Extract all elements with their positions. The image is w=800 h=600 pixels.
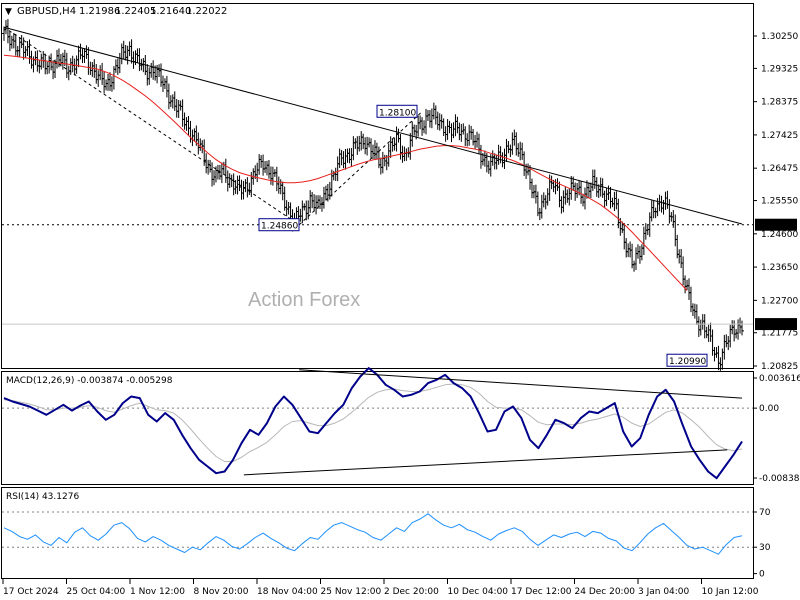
- close-value: 1.22022: [186, 6, 227, 17]
- x-tick-label: 2 Dec 20:00: [384, 587, 439, 597]
- x-tick-label: 1 Nov 12:00: [130, 587, 185, 597]
- y-tick-label: 1.24600: [761, 230, 798, 240]
- price-annotations: [2, 26, 753, 325]
- price-axis: 1.30250 1.29325 1.28375 1.27425 1.26475 1.255…: [753, 32, 798, 372]
- open-value: 1.21986: [79, 6, 120, 17]
- x-tick-label: 3 Jan 04:00: [638, 587, 690, 597]
- pane-frames: [1, 3, 754, 579]
- price-axis-tag: [755, 318, 797, 331]
- level-label-box: [376, 104, 418, 118]
- ma-line: [3, 54, 688, 291]
- rsi-tick-label: 70: [759, 508, 771, 518]
- descending-trendline: [3, 26, 743, 225]
- rsi-pane: 70 30 0: [2, 508, 771, 580]
- price-bars: [2, 19, 744, 371]
- rsi-line: [3, 513, 743, 555]
- watermark: Action Forex: [248, 289, 360, 311]
- x-tick-label: 18 Nov 04:00: [257, 587, 318, 597]
- x-tick-label: 24 Dec 20:00: [575, 587, 636, 597]
- price-labels: 1.28100 1.24860 1.20990 1.24860 1.22022: [258, 104, 797, 367]
- price-axis-tag: [755, 218, 797, 231]
- macd-trendline: [243, 449, 728, 476]
- y-tick-label: 1.22700: [761, 296, 798, 306]
- chart-header: ▼ GBPUSD,H4 1.21986 1.22405 1.21640 1.22…: [5, 6, 227, 17]
- macd-main-line: [3, 367, 743, 480]
- price-axis-tag-text: 1.24860: [759, 222, 796, 232]
- y-tick-label: 1.25550: [761, 197, 798, 207]
- rsi-title: RSI(14) 43.1276: [6, 492, 79, 502]
- dashed-trendline: [3, 26, 300, 226]
- macd-tick-label: 0.003616: [759, 374, 800, 384]
- level-label-box: [258, 218, 300, 232]
- y-tick-label: 1.30250: [761, 32, 798, 42]
- level-label-text: 1.24860: [261, 222, 298, 232]
- high-value: 1.22405: [115, 6, 156, 17]
- level-label-box: [666, 353, 708, 367]
- macd-tick-label: -0.00838: [759, 474, 800, 484]
- level-label-text: 1.28100: [379, 108, 416, 118]
- low-value: 1.21640: [150, 6, 191, 17]
- moving-average: [3, 54, 688, 291]
- level-label-text: 1.20990: [669, 357, 706, 367]
- header-arrow-icon[interactable]: ▼: [5, 7, 12, 17]
- rsi-tick-label: 30: [759, 543, 771, 553]
- y-tick-label: 1.20825: [761, 362, 798, 372]
- x-tick-label: 10 Jan 12:00: [702, 587, 759, 597]
- y-tick-label: 1.28375: [761, 98, 798, 108]
- symbol-label: GBPUSD,H4: [17, 6, 76, 17]
- macd-pane-frame: [1, 371, 754, 485]
- price-pane-frame: [1, 3, 754, 369]
- y-tick-label: 1.29325: [761, 64, 798, 74]
- x-tick-label: 25 Nov 12:00: [321, 587, 382, 597]
- x-tick-label: 17 Dec 12:00: [511, 587, 572, 597]
- y-tick-label: 1.21775: [761, 329, 798, 339]
- macd-title: MACD(12,26,9) -0.003874 -0.005298: [6, 376, 173, 386]
- rsi-pane-frame: [1, 487, 754, 579]
- x-tick-label: 25 Oct 04:00: [67, 587, 126, 597]
- macd-trendline: [299, 369, 743, 399]
- x-tick-label: 17 Oct 2024: [3, 587, 59, 597]
- time-axis: 17 Oct 2024 25 Oct 04:00 1 Nov 12:00 8 Nov …: [2, 579, 759, 597]
- macd-tick-label: 0.00: [759, 404, 779, 414]
- y-tick-label: 1.23650: [761, 263, 798, 273]
- macd-pane: 0.003616 0.00 -0.00838: [2, 367, 800, 484]
- price-axis-tag-text: 1.22022: [759, 321, 796, 331]
- dashed-trendline: [298, 110, 423, 226]
- x-tick-label: 8 Nov 20:00: [194, 587, 249, 597]
- y-tick-label: 1.26475: [761, 164, 798, 174]
- rsi-tick-label: 0: [759, 570, 765, 580]
- y-tick-label: 1.27425: [761, 131, 798, 141]
- x-tick-label: 10 Dec 04:00: [448, 587, 509, 597]
